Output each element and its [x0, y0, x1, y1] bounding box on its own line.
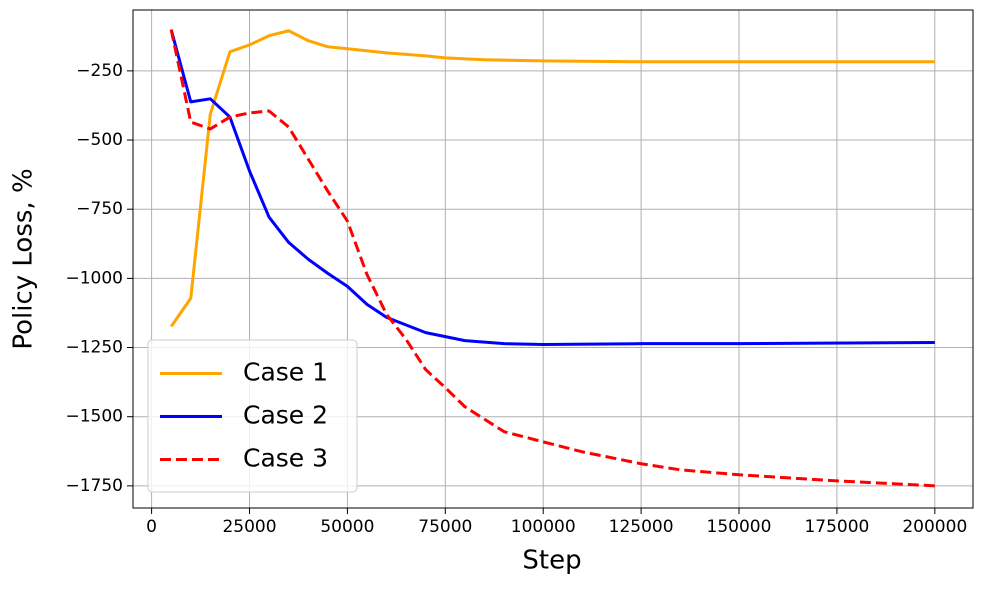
y-tick-label: −1750: [65, 476, 123, 496]
legend-label: Case 1: [243, 358, 328, 387]
x-tick-label: 50000: [320, 517, 374, 537]
y-tick-label: −750: [76, 199, 123, 219]
y-tick-label: −1500: [65, 407, 123, 427]
plot-frame: [132, 9, 974, 509]
x-tick-label: 150000: [707, 517, 772, 537]
x-axis-label: Step: [522, 546, 581, 576]
x-tick-label: 75000: [418, 517, 472, 537]
series-line: [169, 29, 935, 328]
x-tick-label: 175000: [804, 517, 869, 537]
legend-label: Case 2: [243, 401, 328, 430]
legend-label: Case 3: [243, 444, 328, 473]
y-tick-label: −1000: [65, 268, 123, 288]
y-tick-label: −500: [76, 130, 123, 150]
x-tick-label: 25000: [222, 517, 276, 537]
x-tick-label: 0: [146, 517, 157, 537]
legend-box: [147, 339, 358, 493]
x-tick-label: 200000: [902, 517, 967, 537]
series-line: [169, 29, 935, 488]
series-line: [169, 29, 935, 346]
x-tick-label: 125000: [609, 517, 674, 537]
x-tick-label: 100000: [511, 517, 576, 537]
y-axis-label: Policy Loss, %: [9, 168, 39, 349]
y-tick-label: −250: [76, 61, 123, 81]
y-tick-label: −1250: [65, 338, 123, 358]
